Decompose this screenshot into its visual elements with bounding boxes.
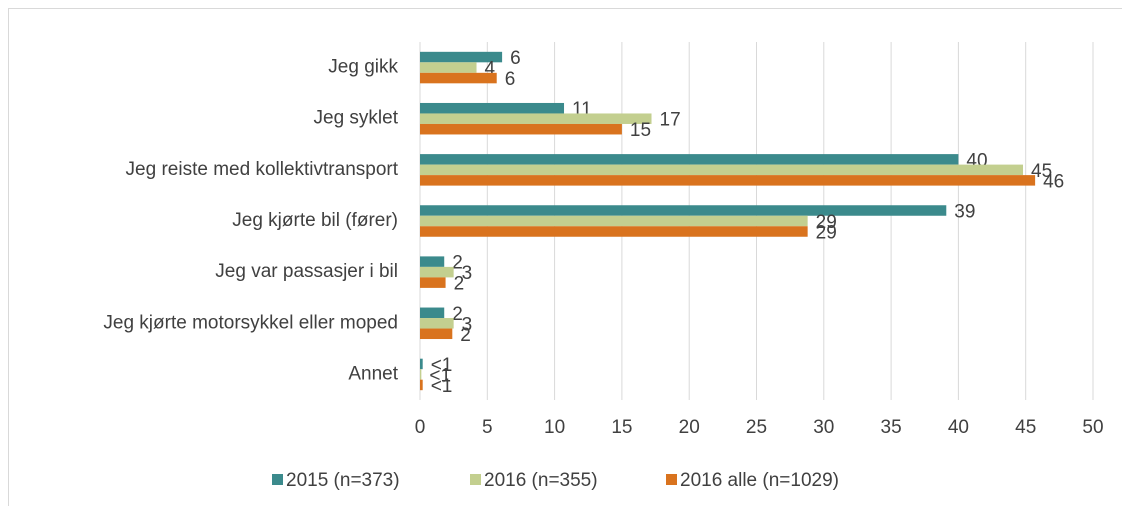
legend-label: 2015 (n=373) <box>286 470 400 491</box>
bar <box>420 318 454 329</box>
data-label: 39 <box>954 202 975 223</box>
data-label: 2 <box>454 274 465 295</box>
legend-marker <box>470 474 481 485</box>
x-tick-label: 20 <box>679 417 700 438</box>
bar <box>420 51 503 63</box>
y-tick-label: Jeg kjørte motorsykkel eller moped <box>103 312 398 333</box>
data-label: 4 <box>485 59 496 80</box>
x-tick-label: 15 <box>611 417 632 438</box>
data-label: 2 <box>452 253 463 274</box>
bar <box>420 215 808 227</box>
chart-frame <box>8 8 1122 506</box>
bar <box>420 62 477 73</box>
bar <box>420 369 422 380</box>
data-label: 29 <box>816 223 837 244</box>
bar <box>420 358 423 370</box>
x-tick-label: 0 <box>415 417 426 438</box>
legend-label: 2016 alle (n=1029) <box>680 470 839 491</box>
data-label: 6 <box>505 69 516 90</box>
x-tick-label: 40 <box>948 417 969 438</box>
data-label: 17 <box>660 110 681 131</box>
bar <box>420 266 454 278</box>
y-tick-label: Jeg var passasjer i bil <box>215 261 398 282</box>
bar <box>420 154 959 165</box>
y-tick-label: Jeg syklet <box>314 108 399 129</box>
data-label: 3 <box>462 314 473 335</box>
bar <box>420 113 652 124</box>
bar <box>420 328 453 340</box>
bar <box>420 102 565 114</box>
data-label: 15 <box>630 120 651 141</box>
data-label: 29 <box>816 212 837 233</box>
x-tick-label: 5 <box>482 417 493 438</box>
bar <box>420 307 445 319</box>
bar <box>420 277 446 288</box>
x-tick-label: 35 <box>881 417 902 438</box>
y-tick-label: Jeg reiste med kollektivtransport <box>126 159 399 180</box>
bar <box>420 205 947 216</box>
bar <box>420 226 808 237</box>
data-label: 46 <box>1043 171 1064 192</box>
x-tick-label: 50 <box>1082 417 1103 438</box>
data-label: <1 <box>431 376 453 397</box>
data-label: 6 <box>510 48 521 69</box>
bar <box>420 72 497 84</box>
data-label: 2 <box>452 304 463 325</box>
legend-label: 2016 (n=355) <box>484 470 598 491</box>
data-label: 2 <box>460 325 471 346</box>
y-tick-label: Jeg kjørte bil (fører) <box>232 210 398 231</box>
bar <box>420 256 445 267</box>
data-label: 45 <box>1031 161 1052 182</box>
legend-marker <box>666 474 677 485</box>
bar <box>420 123 622 135</box>
y-tick-label: Annet <box>348 363 398 384</box>
data-label: 3 <box>462 263 473 284</box>
x-tick-label: 45 <box>1015 417 1036 438</box>
x-tick-label: 25 <box>746 417 767 438</box>
data-label: <1 <box>429 365 451 386</box>
y-tick-label: Jeg gikk <box>328 57 398 78</box>
x-tick-label: 30 <box>813 417 834 438</box>
data-label: <1 <box>431 355 453 376</box>
legend-marker <box>272 474 283 485</box>
bar <box>420 164 1024 176</box>
x-tick-label: 10 <box>544 417 565 438</box>
bar <box>420 379 423 391</box>
bar <box>420 175 1036 186</box>
